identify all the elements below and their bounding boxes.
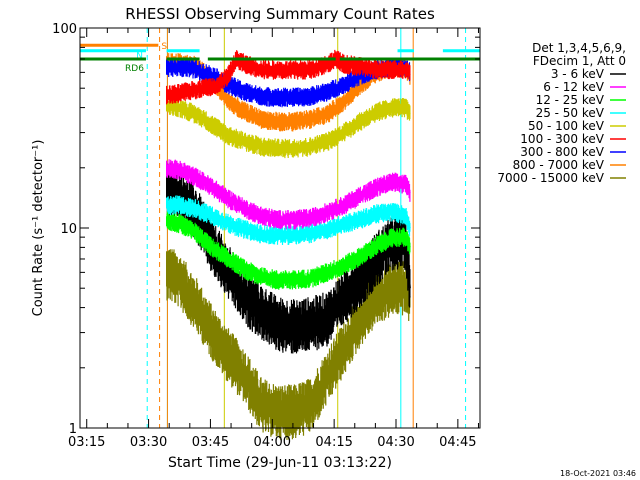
y-tick-label: 10	[60, 222, 77, 237]
y-axis: 1 10 100	[52, 22, 480, 437]
series-line	[166, 104, 411, 150]
legend-header-line-1: Det 1,3,4,5,6,9,	[532, 41, 626, 55]
chart-title: RHESSI Observing Summary Count Rates	[125, 5, 435, 23]
legend-entry-label: 6 - 12 keV	[543, 80, 605, 94]
x-tick-label: 04:15	[315, 435, 352, 450]
state-bar-label: N	[136, 52, 143, 62]
series-line	[166, 166, 411, 221]
legend-entry-label: 3 - 6 keV	[551, 67, 605, 81]
state-bar-label: RD6	[125, 64, 144, 74]
y-tick-label: 100	[52, 22, 77, 37]
legend: Det 1,3,4,5,6,9, FDecim 1, Att 0 3 - 6 k…	[497, 41, 626, 185]
x-tick-label: 04:00	[254, 435, 291, 450]
y-axis-label: Count Rate (s⁻¹ detector⁻¹)	[31, 140, 46, 317]
legend-entry-label: 50 - 100 keV	[528, 119, 605, 133]
legend-entry-label: 25 - 50 keV	[536, 106, 605, 120]
x-tick-label: 03:30	[130, 435, 167, 450]
series-line	[166, 271, 411, 414]
legend-header-line-2: FDecim 1, Att 0	[533, 54, 626, 68]
footer-date: 18-Oct-2021 03:46	[560, 469, 636, 478]
legend-entry-label: 7000 - 15000 keV	[497, 171, 604, 185]
series-line	[166, 204, 411, 237]
legend-entry-label: 300 - 800 keV	[520, 145, 604, 159]
series-line	[166, 57, 411, 97]
plot-area: S N RD6	[80, 28, 480, 441]
legend-entry-label: 800 - 7000 keV	[513, 158, 605, 172]
x-axis-label: Start Time (29-Jun-11 03:13:22)	[168, 455, 392, 471]
series-line	[166, 218, 411, 281]
x-tick-label: 04:45	[439, 435, 476, 450]
legend-entry-label: 100 - 300 keV	[520, 132, 604, 146]
legend-entry-label: 12 - 25 keV	[536, 93, 605, 107]
y-tick-label: 1	[69, 422, 77, 437]
x-tick-label: 03:15	[68, 435, 105, 450]
x-tick-label: 04:30	[377, 435, 414, 450]
x-tick-label: 03:45	[192, 435, 229, 450]
x-axis: 03:15 03:30 03:45 04:00 04:15 04:30 04:45	[68, 28, 479, 450]
state-bar-label: S	[161, 42, 167, 52]
